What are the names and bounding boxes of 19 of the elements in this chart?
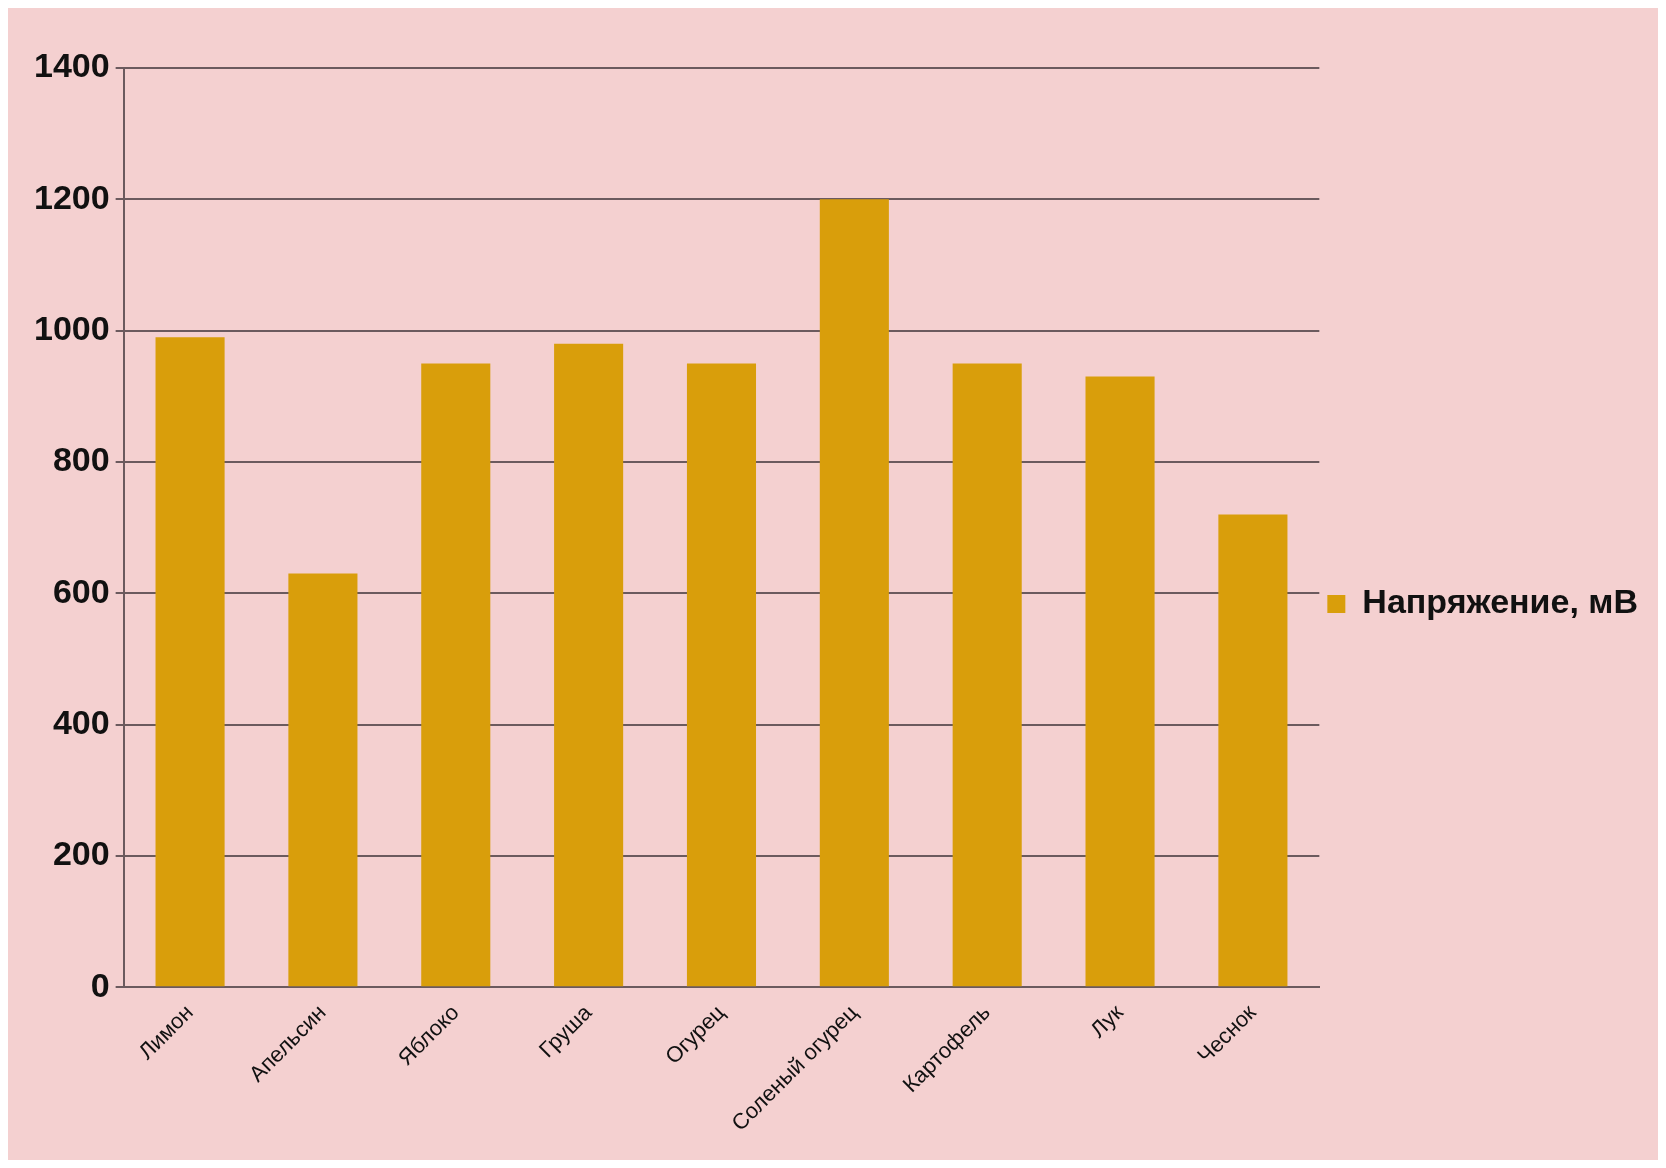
bar xyxy=(1218,514,1288,987)
y-tick-label: 1000 xyxy=(34,308,110,347)
bar xyxy=(952,363,1022,987)
bar xyxy=(421,363,491,987)
legend-label: Напряжение, мВ xyxy=(1362,582,1638,621)
y-tick-label: 1200 xyxy=(34,177,110,216)
bar xyxy=(819,199,889,987)
bar xyxy=(686,363,757,987)
y-tick-label: 800 xyxy=(52,440,110,479)
y-tick-label: 1400 xyxy=(34,46,110,85)
y-tick-label: 200 xyxy=(52,834,110,873)
bar xyxy=(155,337,225,987)
x-tick-label: Лук xyxy=(1085,999,1129,1043)
y-tick-label: 600 xyxy=(52,571,110,610)
bar xyxy=(554,343,624,987)
y-tick-label: 0 xyxy=(90,965,110,1004)
bar xyxy=(288,573,358,987)
bar xyxy=(1085,376,1155,987)
y-tick-label: 400 xyxy=(52,702,110,741)
